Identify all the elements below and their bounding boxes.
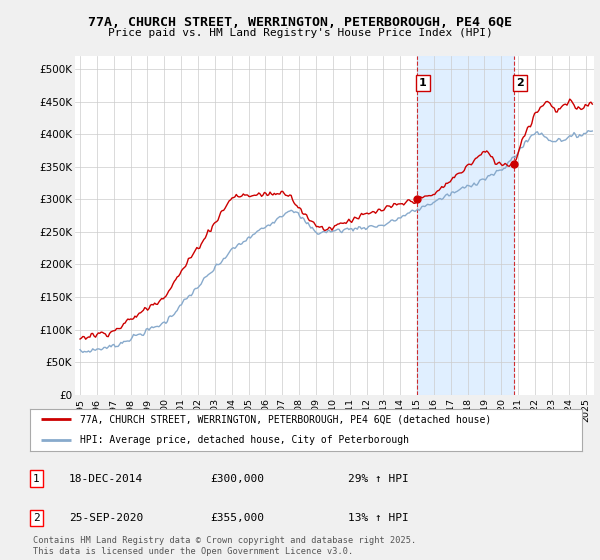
- Text: 77A, CHURCH STREET, WERRINGTON, PETERBOROUGH, PE4 6QE: 77A, CHURCH STREET, WERRINGTON, PETERBOR…: [88, 16, 512, 29]
- Text: £355,000: £355,000: [210, 513, 264, 523]
- Text: 1: 1: [33, 474, 40, 484]
- Text: 29% ↑ HPI: 29% ↑ HPI: [348, 474, 409, 484]
- Text: £300,000: £300,000: [210, 474, 264, 484]
- Text: Contains HM Land Registry data © Crown copyright and database right 2025.
This d: Contains HM Land Registry data © Crown c…: [33, 536, 416, 556]
- Text: 1: 1: [419, 78, 427, 88]
- Text: HPI: Average price, detached house, City of Peterborough: HPI: Average price, detached house, City…: [80, 435, 409, 445]
- Text: Price paid vs. HM Land Registry's House Price Index (HPI): Price paid vs. HM Land Registry's House …: [107, 28, 493, 38]
- Text: 18-DEC-2014: 18-DEC-2014: [69, 474, 143, 484]
- Bar: [416, 56, 514, 395]
- Text: 25-SEP-2020: 25-SEP-2020: [69, 513, 143, 523]
- Text: 2: 2: [516, 78, 524, 88]
- Text: 2: 2: [33, 513, 40, 523]
- Text: 13% ↑ HPI: 13% ↑ HPI: [348, 513, 409, 523]
- Text: 77A, CHURCH STREET, WERRINGTON, PETERBOROUGH, PE4 6QE (detached house): 77A, CHURCH STREET, WERRINGTON, PETERBOR…: [80, 414, 491, 424]
